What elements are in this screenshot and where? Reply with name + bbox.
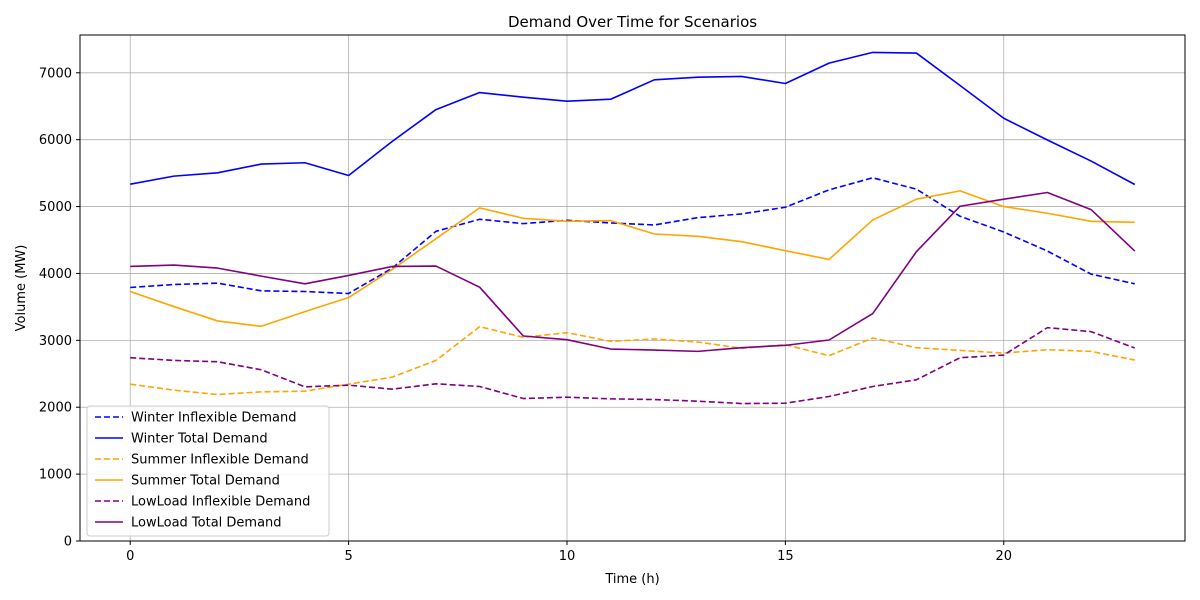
series-line-1 [130,51,1136,186]
legend-label-0: Winter Inflexible Demand [131,411,296,426]
series-line-3 [129,190,1135,328]
series-line-5 [130,191,1136,353]
plot-frame [79,34,1186,542]
x-axis-label: Time (h) [604,572,659,587]
x-tick-label: 15 [777,549,794,564]
series-line-0 [130,177,1135,295]
x-tick-label: 0 [126,549,134,564]
legend: Winter Inflexible Demand Winter Total Dem… [86,405,330,537]
y-tick-label: 0 [64,535,72,550]
series-line-4 [130,326,1136,405]
legend-label-2: Summer Inflexible Demand [131,453,309,468]
x-tick-label: 20 [995,549,1012,564]
y-tick-label: 3000 [39,334,72,349]
y-tick-label: 5000 [39,200,72,215]
y-tick-label: 1000 [39,468,72,483]
y-tick-label: 2000 [39,401,72,416]
y-axis-label: Volume (MW) [14,245,29,332]
y-tick-label: 4000 [39,267,72,282]
legend-label-5: LowLoad Total Demand [131,516,282,531]
y-tick-label: 6000 [39,133,72,148]
x-tick-label: 5 [344,549,352,564]
legend-label-4: LowLoad Inflexible Demand [131,495,310,510]
series-lines [129,51,1136,405]
legend-box [86,405,330,537]
chart-title: Demand Over Time for Scenarios [508,13,757,31]
legend-label-1: Winter Total Demand [131,432,268,447]
legend-label-3: Summer Total Demand [131,474,280,489]
axis-ticks: 0 5 10 15 20 0 1000 2000 3000 4000 5000 6000 7000 [39,66,1012,564]
x-tick-label: 10 [559,549,576,564]
y-tick-label: 7000 [39,66,72,81]
